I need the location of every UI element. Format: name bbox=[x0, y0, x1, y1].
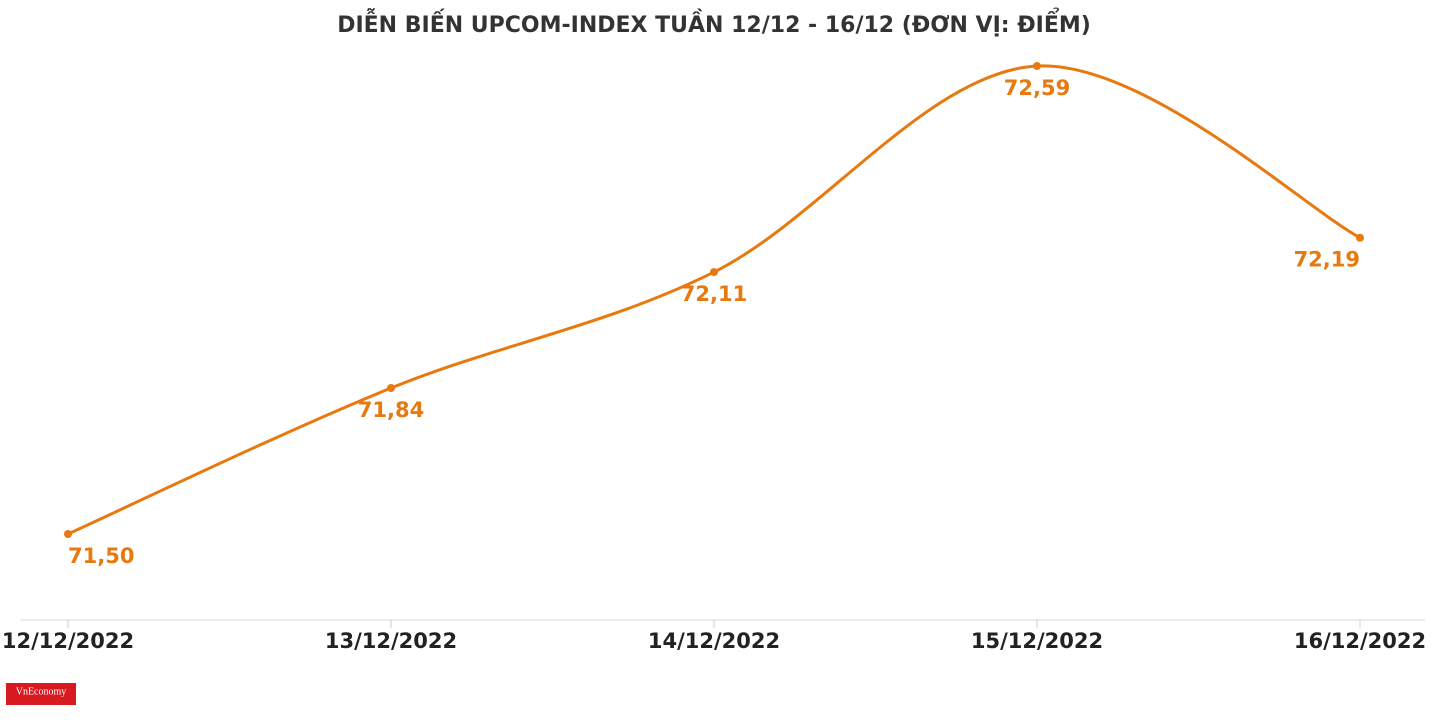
value-label: 72,11 bbox=[681, 282, 747, 306]
x-tick-label: 15/12/2022 bbox=[971, 629, 1103, 653]
point bbox=[710, 268, 718, 277]
value-label: 72,19 bbox=[1294, 248, 1360, 272]
logo-box bbox=[6, 683, 76, 705]
x-tick-label: 12/12/2022 bbox=[2, 629, 134, 653]
point bbox=[64, 530, 72, 538]
line bbox=[67, 64, 1361, 536]
x-tick-label: 13/12/2022 bbox=[325, 629, 457, 653]
logo: VnEconomy bbox=[16, 686, 67, 697]
x-tick-label: 14/12/2022 bbox=[648, 629, 780, 653]
point bbox=[387, 384, 395, 393]
value-label: 72,59 bbox=[1004, 76, 1070, 100]
value-label: 71,50 bbox=[68, 544, 134, 568]
chart-title: DIỄN BIẾN UPCOM-INDEX TUẦN 12/12 - 16/12… bbox=[337, 9, 1091, 38]
point bbox=[1356, 233, 1364, 242]
point bbox=[1033, 62, 1041, 70]
x-tick-label: 16/12/2022 bbox=[1294, 629, 1426, 653]
value-label: 71,84 bbox=[358, 398, 424, 422]
